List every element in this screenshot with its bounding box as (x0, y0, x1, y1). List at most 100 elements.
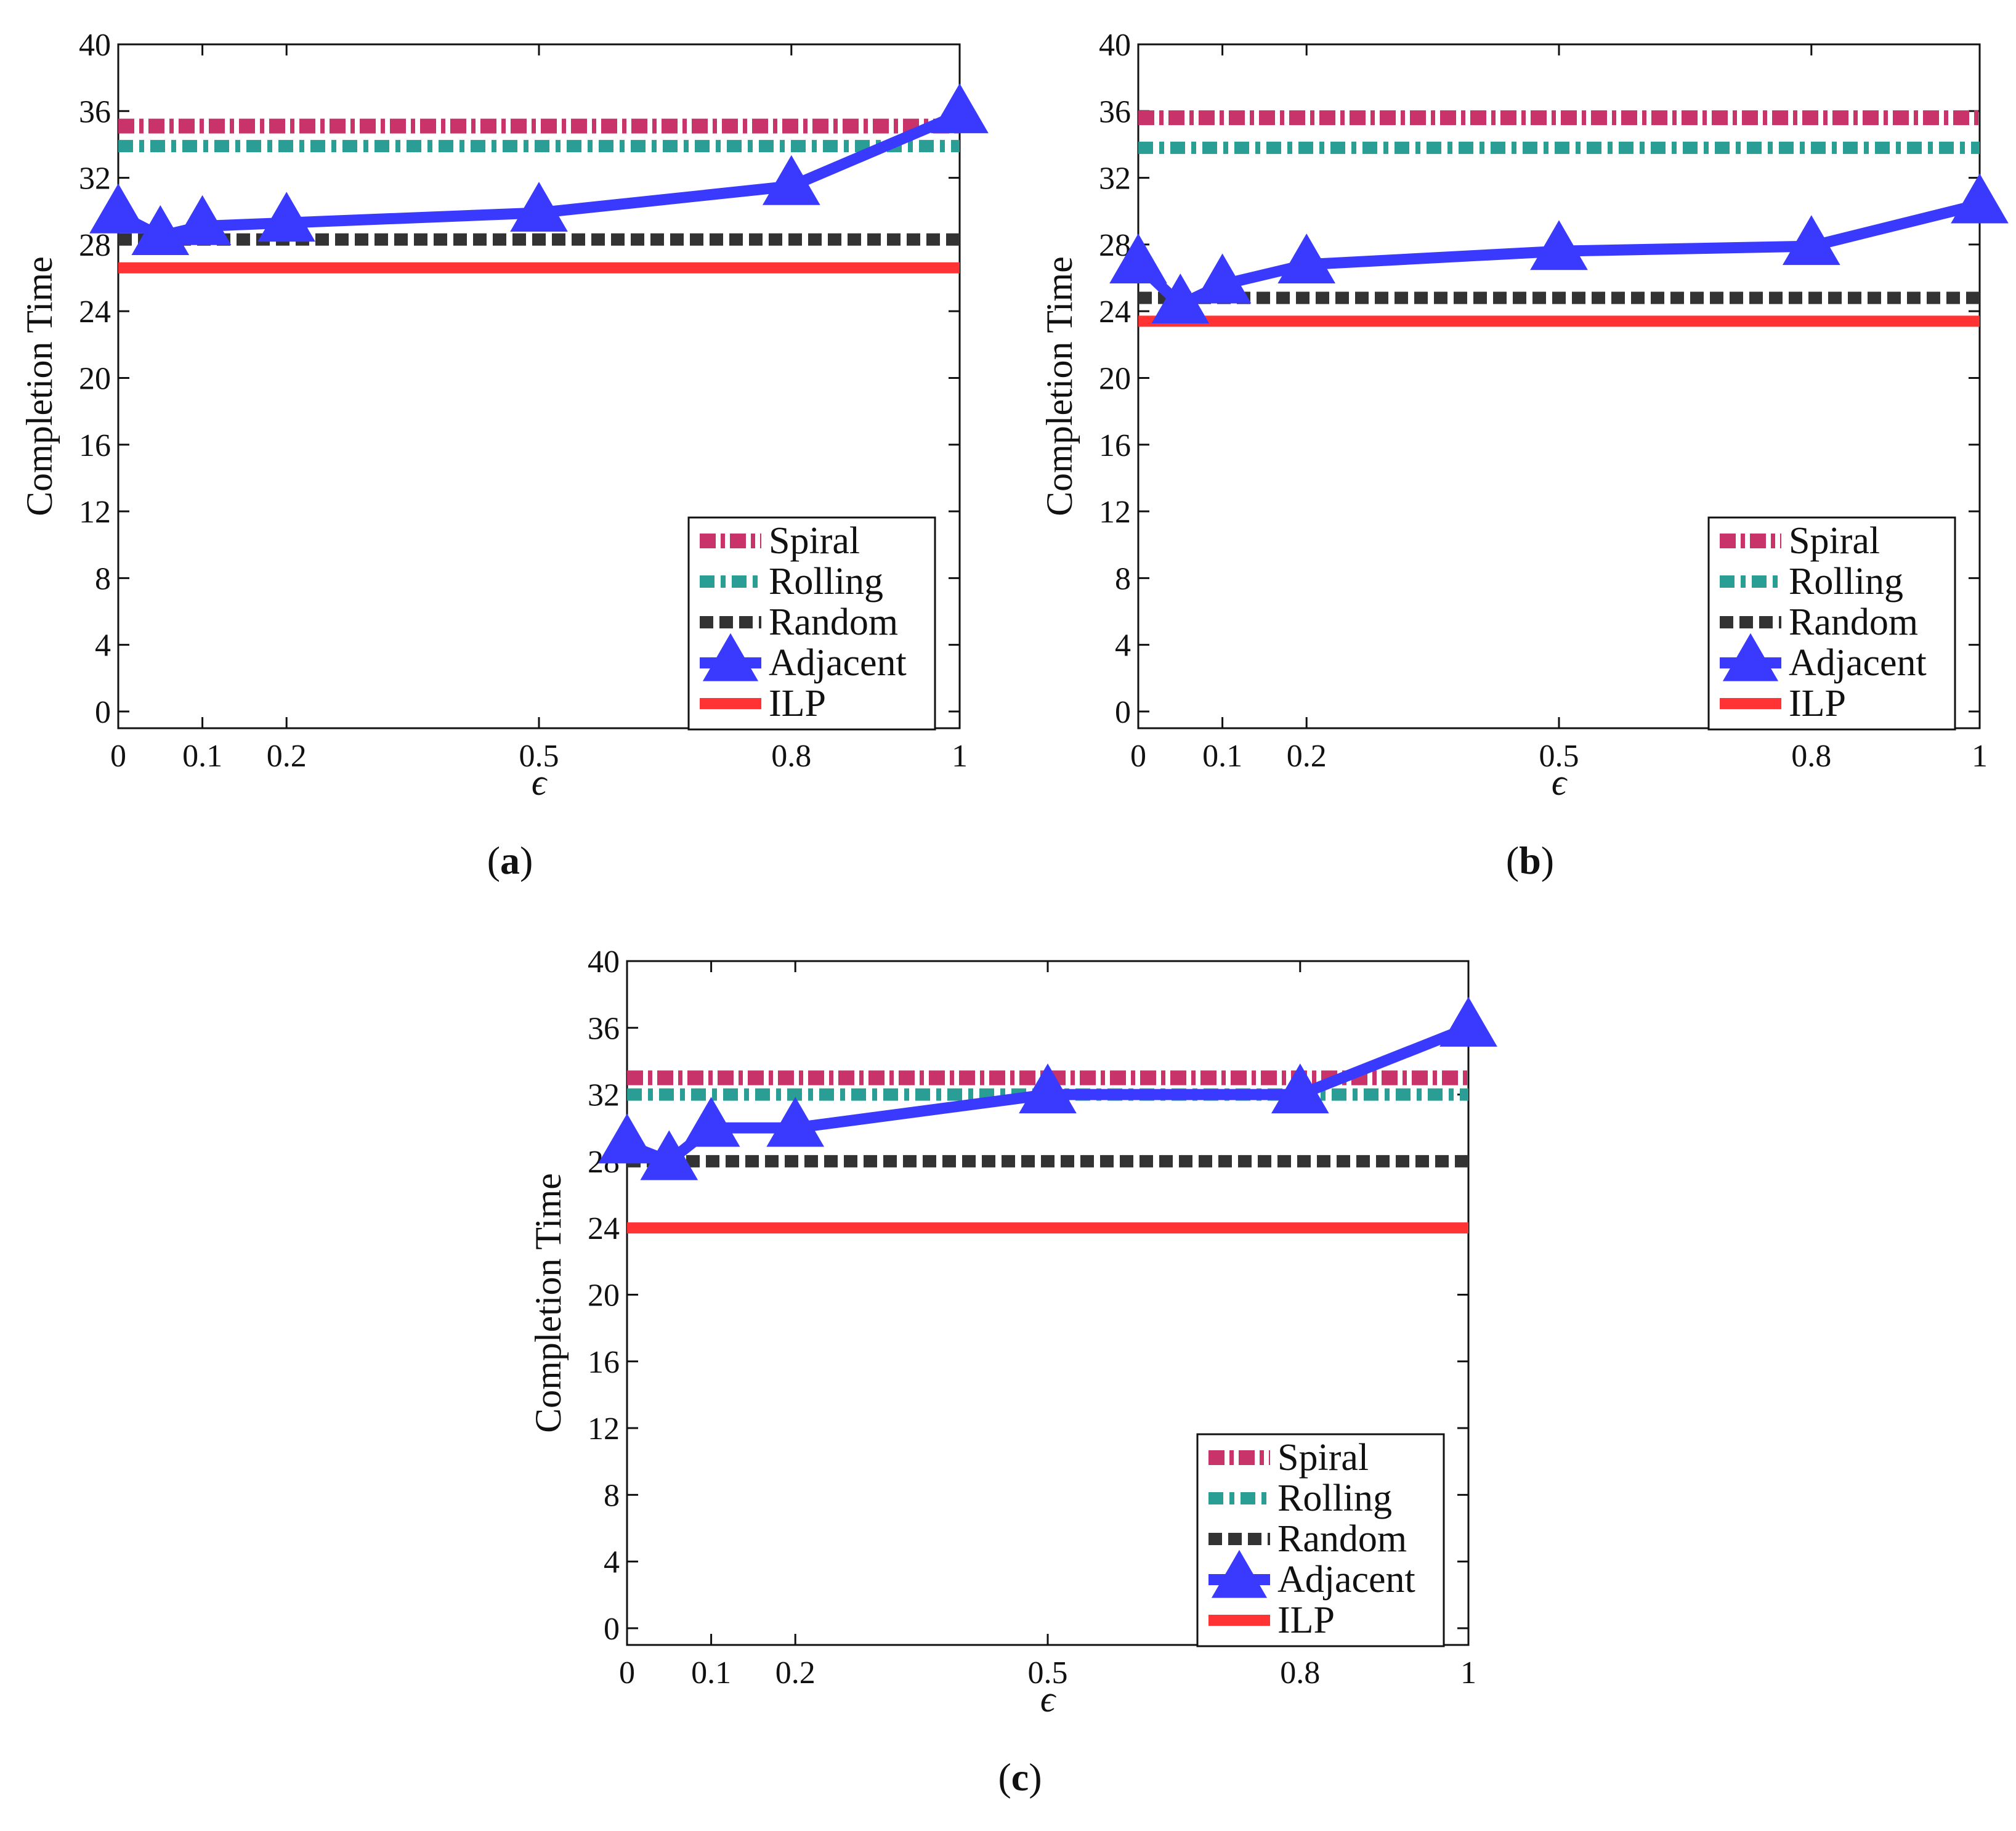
y-tick-label: 16 (588, 1345, 620, 1380)
legend-label-ilp: ILP (1277, 1599, 1335, 1641)
adjacent-marker (89, 183, 147, 233)
legend-label-random: Random (769, 601, 898, 643)
adjacent-marker (510, 182, 568, 232)
adjacent-marker (766, 1097, 825, 1147)
chart-panel-c: 048121620242832364000.10.20.50.81ϵComple… (528, 944, 1497, 1799)
panel-caption: (c) (998, 1755, 1042, 1799)
adjacent-marker (1271, 1063, 1329, 1114)
legend-label-spiral: Spiral (769, 520, 860, 562)
adjacent-marker (1530, 220, 1588, 270)
y-tick-label: 32 (1099, 161, 1131, 197)
adjacent-marker (1439, 996, 1497, 1047)
y-tick-label: 40 (588, 944, 620, 980)
y-tick-label: 28 (79, 228, 111, 263)
y-tick-label: 24 (588, 1211, 620, 1246)
x-tick-label: 1 (1460, 1655, 1476, 1691)
x-tick-label: 0.5 (1028, 1655, 1068, 1691)
x-tick-label: 0 (619, 1655, 635, 1691)
x-tick-label: 0.1 (691, 1655, 731, 1691)
legend-label-rolling: Rolling (1789, 561, 1903, 603)
chart-panel-a: 0 4 8 12 16 20 24 28 32 36 40 0 0.1 0.2 0.5 0.8 1 ϵ Comple… (19, 28, 989, 882)
y-tick-label: 20 (588, 1278, 620, 1313)
x-tick-label: 0.5 (1539, 739, 1579, 774)
y-tick-label: 32 (588, 1078, 620, 1113)
y-tick-label: 16 (79, 428, 111, 463)
adjacent-marker (1277, 233, 1336, 283)
y-tick-label: 20 (79, 361, 111, 396)
y-tick-label: 36 (1099, 94, 1131, 129)
legend-label-random: Random (1277, 1518, 1407, 1560)
x-tick-label: 1 (1972, 739, 1988, 774)
y-tick-label: 0 (1115, 695, 1131, 730)
y-tick-label: 0 (604, 1612, 620, 1647)
legend-label-rolling: Rolling (769, 561, 883, 603)
y-tick-label: 16 (1099, 428, 1131, 463)
x-tick-label: 0.8 (1280, 1655, 1320, 1691)
y-tick-label: 8 (1115, 561, 1131, 596)
legend-label-rolling: Rolling (1277, 1477, 1392, 1519)
adjacent-marker (1109, 233, 1167, 283)
legend-label-spiral: Spiral (1277, 1437, 1369, 1479)
y-tick-label: 4 (1115, 628, 1131, 664)
y-tick-label: 8 (604, 1478, 620, 1513)
y-tick-label: 36 (588, 1011, 620, 1046)
panel-caption: (b) (1506, 838, 1554, 882)
y-tick-label: 24 (1099, 294, 1131, 330)
x-tick-label: 1 (952, 739, 968, 774)
adjacent-marker (131, 205, 190, 255)
x-tick-label: 0.8 (1791, 739, 1831, 774)
y-axis-label: Completion Time (528, 1173, 569, 1433)
y-tick-label: 12 (1099, 495, 1131, 530)
y-tick-label: 32 (79, 161, 111, 197)
adjacent-marker (173, 195, 232, 245)
adjacent-marker (257, 192, 316, 242)
x-tick-label: 0.2 (267, 739, 307, 774)
x-axis-label: ϵ (1552, 762, 1568, 803)
legend-label-spiral: Spiral (1789, 520, 1880, 562)
adjacent-marker (682, 1097, 740, 1147)
x-tick-label: 0.8 (771, 739, 811, 774)
x-tick-label: 0 (1130, 739, 1146, 774)
legend-label-adjacent: Adjacent (1277, 1559, 1415, 1601)
y-tick-label: 12 (588, 1411, 620, 1447)
y-tick-label: 36 (79, 94, 111, 129)
legend-marker-adjacent (1211, 1549, 1268, 1598)
y-tick-label: 0 (95, 695, 111, 730)
panel-caption: (a) (487, 838, 533, 882)
legend-label-ilp: ILP (1789, 683, 1846, 725)
legend-marker-adjacent (1722, 633, 1779, 681)
legend-label-ilp: ILP (769, 683, 826, 725)
adjacent-marker (640, 1130, 698, 1180)
adjacent-marker (1951, 173, 2009, 224)
x-tick-label: 0.2 (1287, 739, 1327, 774)
y-axis-label: Completion Time (1039, 256, 1080, 516)
legend-label-adjacent: Adjacent (769, 642, 907, 684)
adjacent-marker (598, 1113, 656, 1164)
y-tick-label: 24 (79, 294, 111, 330)
adjacent-marker (1019, 1063, 1077, 1114)
y-tick-label: 20 (1099, 361, 1131, 396)
legend-label-adjacent: Adjacent (1789, 642, 1927, 684)
y-tick-label: 40 (79, 28, 111, 63)
y-axis-label: Completion Time (19, 256, 60, 516)
adjacent-marker (1151, 274, 1210, 323)
x-axis-label: ϵ (1040, 1679, 1057, 1719)
x-tick-label: 0.2 (775, 1655, 816, 1691)
y-tick-label: 40 (1099, 28, 1131, 63)
y-tick-label: 4 (604, 1545, 620, 1580)
adjacent-marker (1782, 215, 1840, 266)
x-tick-label: 0 (110, 739, 126, 774)
y-tick-label: 12 (79, 495, 111, 530)
adjacent-marker (931, 83, 989, 134)
x-tick-label: 0.1 (182, 739, 222, 774)
y-tick-label: 4 (95, 628, 111, 664)
x-axis-label: ϵ (532, 762, 548, 803)
y-tick-label: 8 (95, 561, 111, 596)
x-tick-label: 0.5 (519, 739, 559, 774)
legend-label-random: Random (1789, 601, 1918, 643)
legend-marker-adjacent (702, 633, 759, 681)
